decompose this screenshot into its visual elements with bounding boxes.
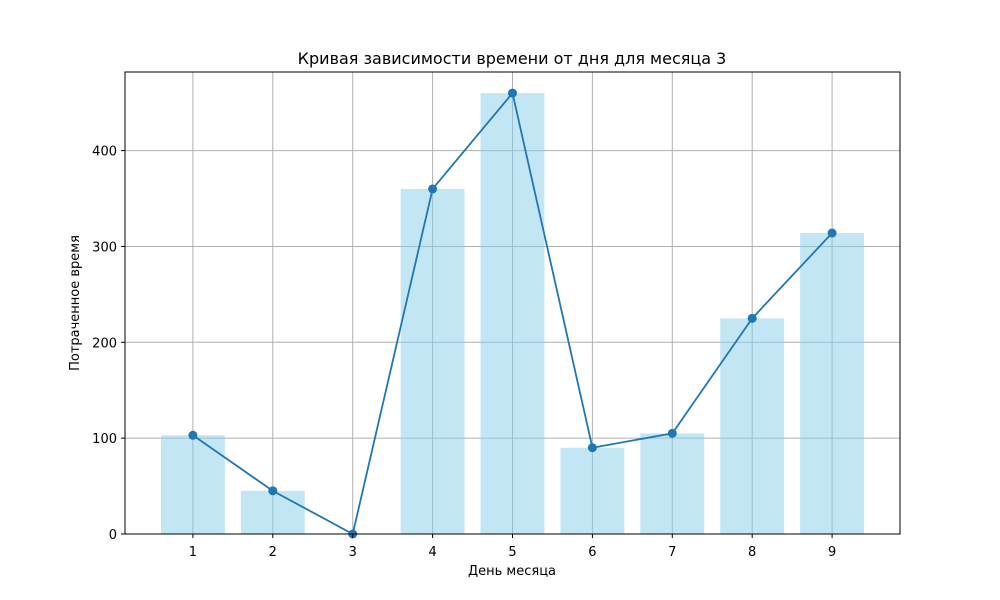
bar-day-7	[640, 433, 705, 534]
bar-day-2	[240, 490, 305, 534]
bars	[160, 93, 865, 535]
x-tick-label-6: 6	[588, 545, 596, 560]
bar-day-6	[560, 447, 625, 534]
chart-title: Кривая зависимости времени от дня для ме…	[298, 49, 727, 68]
y-tick-label-300: 300	[92, 240, 117, 255]
bar-day-4	[400, 188, 465, 535]
x-tick-label-2: 2	[269, 545, 277, 560]
y-axis-ticks: 0 100 200 300 400	[92, 145, 125, 543]
y-tick-label-400: 400	[92, 145, 117, 160]
x-tick-label-1: 1	[189, 545, 197, 560]
point-day-9	[827, 228, 837, 238]
y-tick-label-100: 100	[92, 432, 117, 447]
point-day-8	[747, 313, 757, 323]
x-tick-label-9: 9	[828, 545, 836, 560]
y-tick-label-200: 200	[92, 336, 117, 351]
point-day-6	[587, 443, 597, 453]
y-axis-label: Потраченное время	[68, 235, 83, 371]
x-tick-label-8: 8	[748, 545, 756, 560]
x-axis-label: День месяца	[468, 564, 556, 579]
x-tick-label-5: 5	[508, 545, 516, 560]
x-tick-label-3: 3	[349, 545, 357, 560]
bar-day-1	[160, 435, 225, 534]
x-tick-label-7: 7	[668, 545, 676, 560]
y-tick-label-0: 0	[109, 528, 117, 543]
point-day-7	[667, 428, 677, 438]
point-day-1	[188, 430, 198, 440]
bar-day-5	[480, 93, 545, 535]
x-tick-label-4: 4	[428, 545, 436, 560]
point-day-5	[508, 88, 517, 98]
point-day-2	[268, 486, 278, 496]
bar-day-8	[720, 318, 785, 534]
bar-day-9	[800, 233, 865, 534]
x-axis-ticks: 1 2 3 4 5 6 7 8 9	[189, 534, 836, 560]
point-day-4	[428, 184, 438, 194]
